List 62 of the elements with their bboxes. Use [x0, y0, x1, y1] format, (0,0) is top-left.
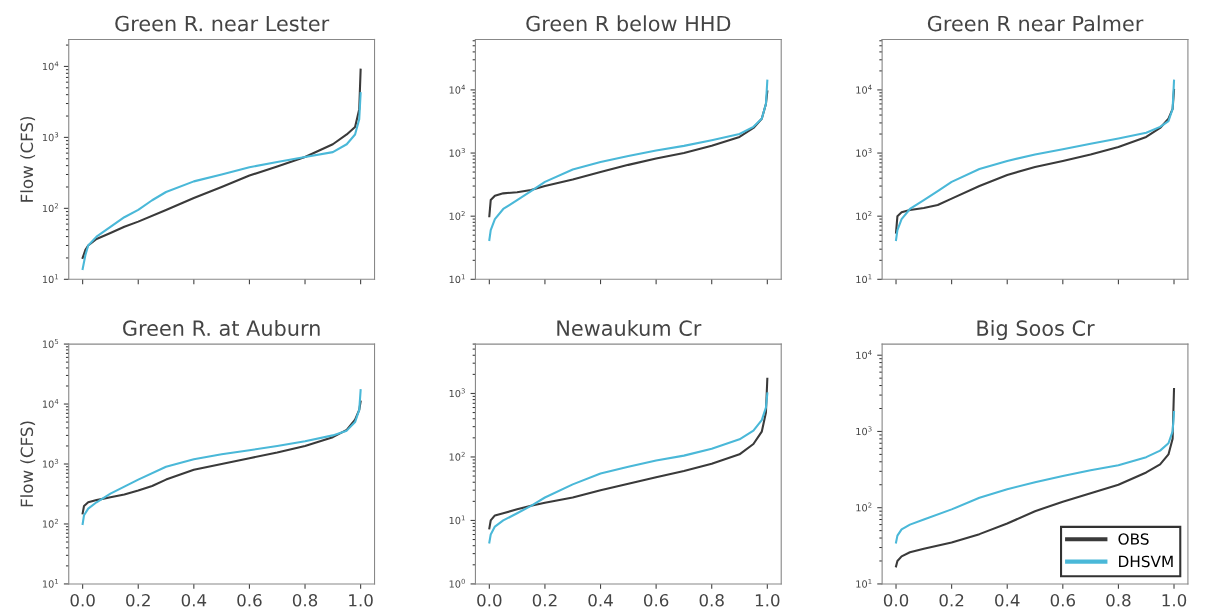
y-tick-label: 10$^{1}$	[42, 274, 59, 284]
y-tick-label: 10$^{2}$	[856, 502, 872, 512]
y-tick-label: 10$^{3}$	[42, 132, 59, 142]
x-tick-label: 0.2	[532, 593, 557, 607]
x-tick-label: 0.4	[588, 593, 613, 607]
x-tick-label: 0.8	[292, 593, 318, 607]
x-tick-label: 0.4	[181, 593, 207, 607]
chart-title: Green R. at Auburn	[123, 319, 320, 337]
x-tick-label: 0.2	[939, 593, 964, 607]
y-axis-title: Flow (CFS)	[20, 421, 36, 507]
x-tick-label: 0.0	[477, 593, 502, 607]
x-tick-label: 1.0	[1162, 593, 1187, 607]
x-tick-label: 0.6	[1050, 593, 1076, 607]
y-tick-label: 10$^{1}$	[449, 274, 465, 284]
y-tick-label: 10$^{1}$	[856, 578, 872, 588]
y-tick-label: 10$^{2}$	[449, 211, 465, 220]
x-tick-label: 1.0	[755, 593, 780, 607]
x-tick-label: 0.8	[699, 593, 724, 607]
line-series	[488, 392, 769, 544]
x-tick-label: 0.4	[995, 593, 1020, 607]
line-series	[894, 388, 1176, 568]
line-series	[81, 68, 362, 259]
x-tick-label: 0.6	[643, 593, 669, 607]
x-tick-label: 1.0	[349, 593, 373, 607]
x-tick-label: 0.8	[1106, 593, 1131, 607]
y-tick-label: 10$^{3}$	[856, 147, 872, 157]
y-tick-label: 10$^{4}$	[856, 84, 872, 94]
y-tick-label: 10$^{4}$	[449, 84, 466, 94]
x-tick-label: 0.6	[237, 593, 262, 607]
line-series	[81, 400, 362, 515]
x-tick-label: 0.2	[126, 593, 150, 607]
x-tick-label: 0.0	[883, 593, 909, 607]
y-tick-label: 10$^{4}$	[42, 61, 59, 71]
chart-title: Green R. near Lester	[115, 15, 330, 32]
y-tick-label: 10$^{3}$	[449, 147, 465, 157]
line-series	[81, 92, 362, 270]
chart-title: Green R below HHD	[526, 15, 731, 32]
line-series	[488, 79, 769, 242]
legend-label: OBS	[1118, 533, 1149, 545]
y-tick-label: 10$^{1}$	[449, 515, 465, 525]
x-tick-label: 0.0	[70, 593, 95, 607]
y-tick-label: 10$^{2}$	[42, 203, 59, 213]
y-tick-label: 10$^{4}$	[42, 398, 59, 408]
legend-label: DHSVM	[1119, 555, 1173, 568]
y-tick-label: 10$^{3}$	[42, 458, 59, 468]
chart-title: Big Soos Cr	[977, 319, 1095, 341]
y-tick-label: 10$^{3}$	[856, 426, 872, 436]
line-series	[488, 377, 769, 530]
chart-title: Newaukum Cr	[557, 319, 702, 337]
y-tick-label: 10$^{2}$	[42, 518, 59, 528]
y-tick-label: 10$^{4}$	[856, 350, 872, 359]
y-tick-label: 10$^{1}$	[856, 274, 872, 284]
y-tick-label: 10$^{2}$	[449, 451, 465, 461]
y-axis-title: Flow (CFS)	[20, 116, 36, 202]
y-tick-label: 10$^{5}$	[42, 339, 59, 348]
y-tick-label: 10$^{2}$	[856, 211, 872, 220]
chart-title: Green R near Palmer	[927, 15, 1144, 32]
line-series	[81, 389, 362, 526]
y-tick-label: 10$^{0}$	[449, 578, 465, 588]
y-tick-label: 10$^{1}$	[42, 578, 59, 588]
line-series	[894, 410, 1176, 544]
y-tick-label: 10$^{3}$	[449, 388, 465, 398]
